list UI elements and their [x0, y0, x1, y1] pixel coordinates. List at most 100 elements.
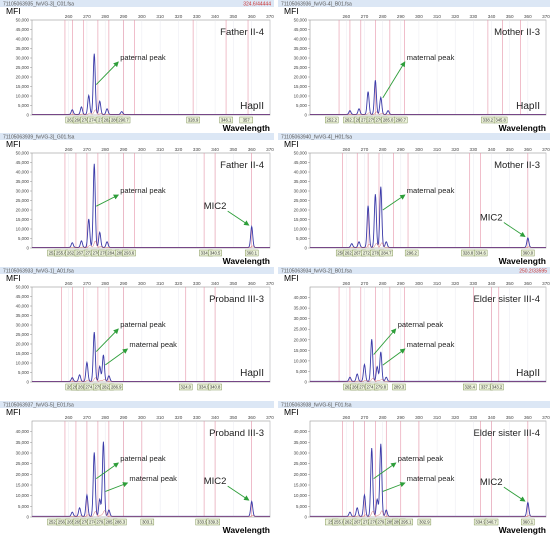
annotation-arrow [105, 348, 129, 366]
size-label: 360.1 [523, 520, 534, 525]
y-tick-label: 5,000 [296, 103, 308, 108]
x-tick-label: 280 [101, 281, 109, 286]
annotation-arrow [382, 61, 406, 99]
y-tick-label: 15,000 [16, 217, 30, 222]
x-axis-label: Wavelength [499, 256, 546, 266]
y-tick-label: 25,000 [294, 461, 308, 466]
panel-title: Father II-4 [220, 160, 264, 171]
y-tick-label: 0 [305, 113, 308, 118]
y-tick-label: 15,000 [16, 84, 30, 89]
x-tick-label: 260 [65, 147, 73, 152]
size-label-box [219, 116, 233, 124]
x-tick-label: 290 [397, 147, 405, 152]
y-tick-label: 0 [305, 515, 308, 520]
x-tick-label: 260 [342, 147, 350, 152]
y-tick-label: 40,000 [16, 304, 30, 309]
file-label: 71105063935_fwVG-3]_C01.fsa [3, 2, 74, 8]
y-tick-label: 30,000 [16, 451, 30, 456]
x-tick-label: 260 [342, 415, 350, 420]
size-label-box [244, 249, 259, 257]
file-label-bar [278, 267, 550, 274]
y-tick-label: 5,000 [18, 236, 30, 241]
x-tick-label: 340 [211, 281, 219, 286]
y-tick-label: 50,000 [16, 18, 30, 23]
x-tick-label: 300 [415, 147, 423, 152]
size-label-box [521, 518, 535, 526]
size-label: 255.8 [334, 520, 345, 525]
y-axis-label: MFI [6, 139, 21, 149]
x-tick-label: 330 [193, 14, 201, 19]
y-axis-label: MFI [6, 407, 21, 417]
size-label-box [116, 116, 131, 124]
file-label: 71105063933_fwVG-1]_A01.fsa [3, 269, 74, 275]
x-tick-label: 330 [470, 147, 478, 152]
size-label-box [490, 383, 504, 391]
x-axis-label: Wavelength [223, 256, 270, 266]
size-label: 278.0 [372, 251, 383, 256]
size-label: 328.4 [465, 385, 476, 390]
x-tick-label: 270 [83, 281, 91, 286]
x-tick-label: 270 [361, 415, 369, 420]
size-label: 360.0 [523, 251, 534, 256]
x-tick-label: 260 [65, 14, 73, 19]
x-tick-label: 280 [379, 147, 387, 152]
x-tick-label: 320 [451, 415, 459, 420]
size-label: 267.1 [354, 520, 365, 525]
size-label: 303.1 [142, 520, 153, 525]
y-tick-label: 50,000 [16, 285, 30, 290]
x-tick-label: 370 [266, 147, 274, 152]
x-tick-label: 330 [193, 415, 201, 420]
x-tick-label: 300 [138, 147, 146, 152]
annotation-text: paternal peak [120, 186, 166, 195]
mic2-arrow [503, 486, 526, 502]
panel-p8: 71105063938_fwVG-6]_F01.fsa 260 270 280 290 3… [278, 401, 550, 535]
y-tick-label: 40,000 [294, 429, 308, 434]
size-label: 334.9 [199, 385, 210, 390]
x-tick-label: 310 [156, 14, 164, 19]
size-label: 270.9 [359, 385, 370, 390]
mic2-label: MIC2 [480, 213, 503, 224]
size-label: 346.1 [221, 118, 232, 123]
size-label-box [179, 383, 193, 391]
size-label: 296.2 [406, 251, 417, 256]
y-tick-label: 20,000 [16, 75, 30, 80]
size-label: 279.8 [376, 385, 387, 390]
y-tick-label: 5,000 [18, 370, 30, 375]
panel-p3: 71105063939_fwVG-3]_G01.fsa 260 270 280 290 3… [0, 133, 274, 266]
size-label: 286.9 [111, 385, 122, 390]
size-label: 279.8 [377, 520, 388, 525]
y-tick-label: 5,000 [296, 369, 308, 374]
x-tick-label: 290 [120, 14, 128, 19]
size-label-box [399, 518, 413, 526]
y-tick-label: 40,000 [16, 37, 30, 42]
y-tick-label: 50,000 [294, 151, 308, 156]
x-tick-label: 350 [230, 14, 238, 19]
y-tick-label: 10,000 [294, 358, 308, 363]
size-label: 282.9 [102, 385, 113, 390]
panel-p2: 71105063936_fwVG-4]_B01.fsa 260 270 280 290 3… [278, 0, 550, 133]
x-tick-label: 360 [524, 147, 532, 152]
y-tick-label: 35,000 [294, 179, 308, 184]
y-tick-label: 5,000 [18, 103, 30, 108]
x-tick-label: 340 [211, 147, 219, 152]
size-label-box [473, 249, 488, 257]
x-tick-label: 350 [230, 147, 238, 152]
size-label: 328.9 [188, 118, 199, 123]
annotation-arrow [95, 462, 119, 479]
annotation-text: maternal peak [407, 474, 455, 483]
y-tick-label: 25,000 [16, 198, 30, 203]
x-tick-label: 300 [415, 415, 423, 420]
y-axis-label: MFI [284, 6, 299, 16]
marker-label: HapII [240, 101, 264, 112]
x-tick-label: 260 [342, 14, 350, 19]
x-tick-label: 370 [542, 147, 550, 152]
size-label: 256.0 [58, 520, 69, 525]
size-label: 284.7 [381, 251, 392, 256]
size-label: 334.5 [201, 251, 212, 256]
size-label: 295.1 [401, 520, 412, 525]
x-tick-label: 340 [211, 415, 219, 420]
y-tick-label: 30,000 [294, 316, 308, 321]
size-label: 262.3 [345, 118, 356, 123]
size-label: 274.9 [85, 385, 96, 390]
size-label: 284.1 [107, 251, 118, 256]
